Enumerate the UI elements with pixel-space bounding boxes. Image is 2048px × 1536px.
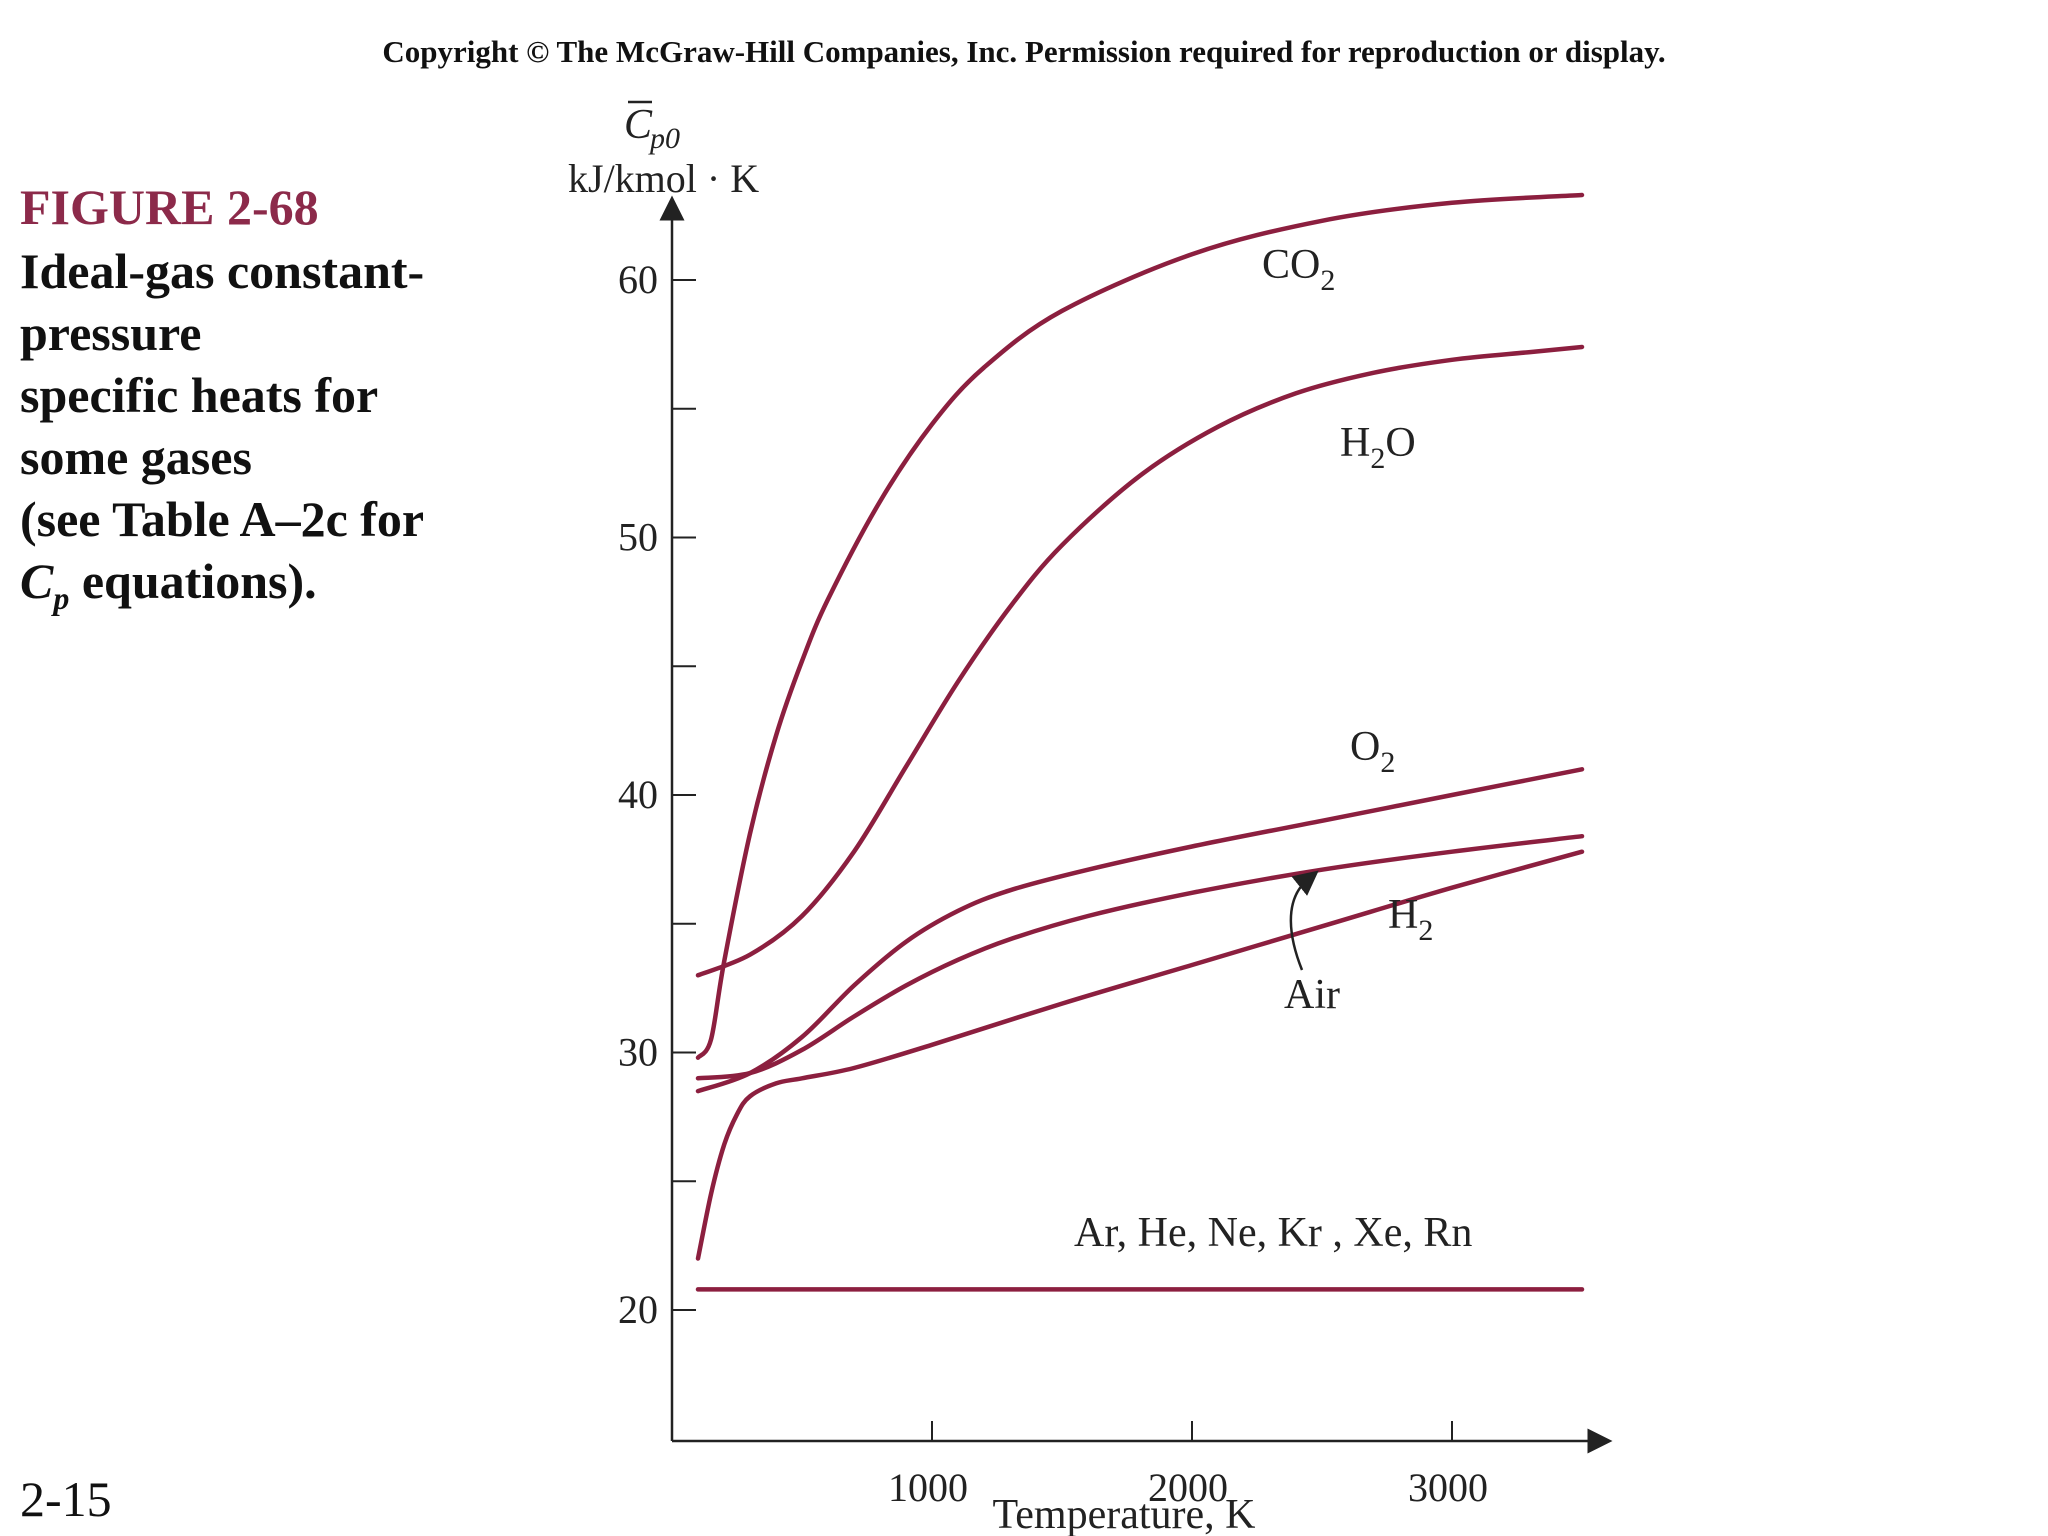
x-tick-label: 2000 [1148,1465,1228,1510]
y-tick-label: 40 [618,772,658,817]
y-axis-symbol: C [624,102,653,148]
page-number: 2-15 [20,1471,112,1527]
co2-label: CO2 [1262,242,1335,297]
curve-labels: CO2 H2O O2 H2 Air Ar, He, Ne, Kr , Xe, Rn [1074,242,1472,1256]
air-curve [695,833,1585,1081]
y-tick-label: 60 [618,257,658,302]
caption-end-text: equations). [69,553,317,609]
h2o-curve [695,344,1585,978]
h2-label: H2 [1388,892,1433,947]
y-tick-label: 20 [618,1287,658,1332]
h2-curve [695,849,1585,1261]
y-axis-subscript: p0 [648,122,680,155]
caption-line: pressure [20,305,202,361]
air-label: Air [1284,972,1340,1018]
curve-group [695,192,1585,1292]
x-axis-label: Temperature, K [993,1492,1256,1536]
x-tick-label: 1000 [888,1465,968,1510]
caption-line: (see Table A–2c for [20,491,425,547]
axes [659,195,1613,1454]
o2-curve [695,767,1585,1094]
o2-label: O2 [1350,724,1395,779]
caption-line: specific heats for [20,367,379,423]
y-tick-label: 50 [618,515,658,560]
caption-line: some gases [20,429,252,485]
x-tick-label: 3000 [1408,1465,1488,1510]
air-pointer-arrow [1289,870,1319,971]
caption-line-last: Cp equations). [20,550,480,629]
h2o-label: H2O [1340,420,1416,475]
figure-label: FIGURE 2-68 [20,179,319,235]
co2-curve [695,192,1585,1060]
caption-cp-subscript: p [53,580,70,616]
copyright-notice: Copyright © The McGraw-Hill Companies, I… [382,34,1666,69]
figure-caption: Ideal-gas constant- pressure specific he… [20,240,480,629]
y-tick-label: 30 [618,1030,658,1075]
caption-cp-symbol: C [20,553,54,609]
y-axis-units: kJ/kmol · K [568,156,759,201]
noble-gas-label: Ar, He, Ne, Kr , Xe, Rn [1074,1210,1472,1256]
caption-line: Ideal-gas constant- [20,243,425,299]
